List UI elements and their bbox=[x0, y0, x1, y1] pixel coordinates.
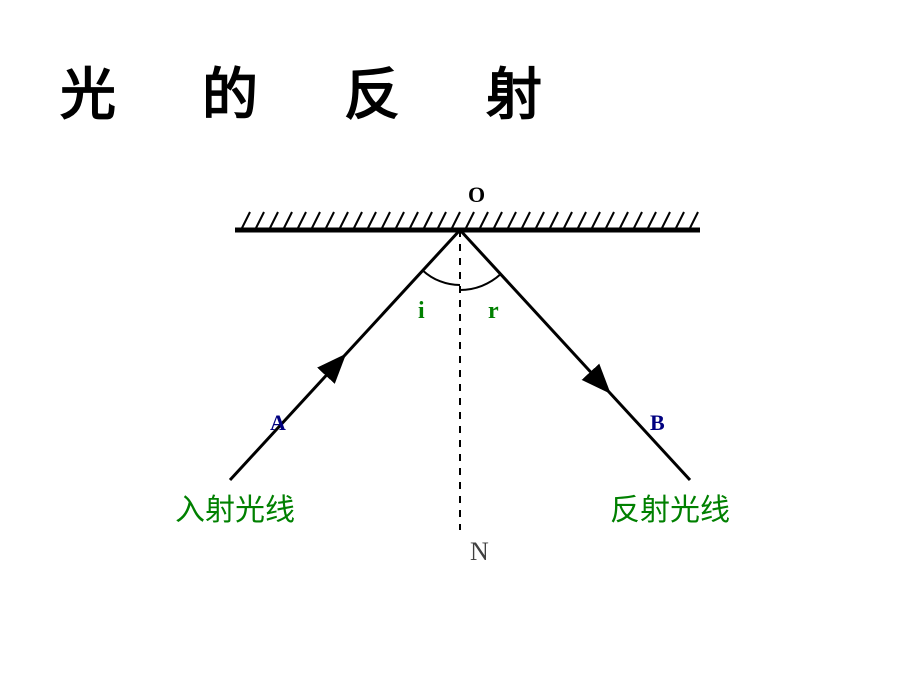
svg-text:入射光线: 入射光线 bbox=[175, 494, 295, 527]
reflection-diagram: N O A 入射光线 B 反射光线 i r bbox=[0, 0, 920, 690]
svg-text:反射光线: 反射光线 bbox=[610, 494, 730, 527]
svg-text:i: i bbox=[418, 298, 425, 324]
svg-text:A: A bbox=[270, 410, 286, 435]
svg-text:O: O bbox=[468, 182, 485, 207]
svg-text:B: B bbox=[650, 410, 665, 435]
svg-text:r: r bbox=[488, 298, 499, 324]
svg-text:N: N bbox=[470, 537, 489, 566]
diagram-canvas: 光 的 反 射 NOA入射光线B反射光线ir bbox=[0, 0, 920, 690]
